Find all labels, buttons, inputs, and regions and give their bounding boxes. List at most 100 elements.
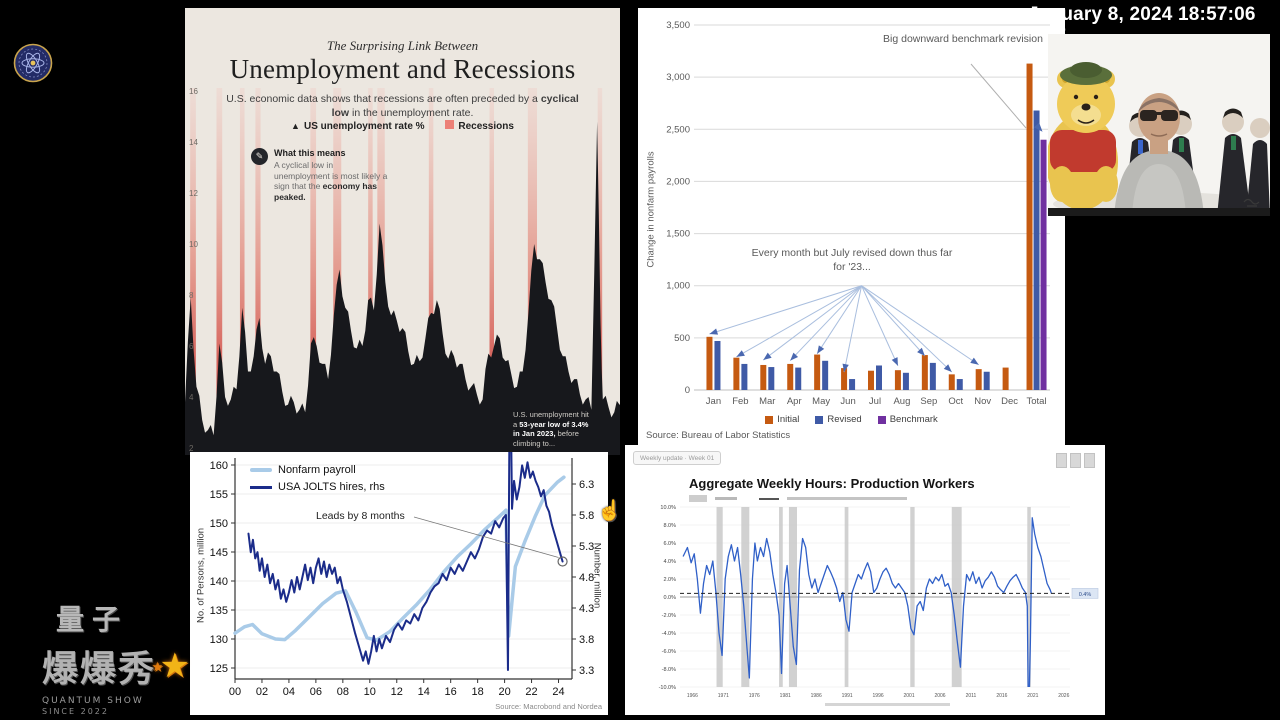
monthly-revision-annotation: Every month but July revised down thus f… [751, 247, 953, 273]
infographic-subtitle: U.S. economic data shows that recessions… [226, 93, 579, 119]
svg-text:10: 10 [364, 686, 376, 698]
svg-text:6.3: 6.3 [579, 479, 594, 491]
unemployment-area-chart: 16 14 12 10 8 6 4 2 [185, 87, 620, 455]
svg-text:2001: 2001 [903, 693, 914, 699]
note-badge-icon: ✎ [251, 148, 268, 165]
svg-text:0.4%: 0.4% [1079, 592, 1092, 598]
svg-text:150: 150 [210, 518, 228, 530]
svg-text:1,500: 1,500 [666, 229, 690, 240]
show-logo: 量子 爆爆秀 ★ ★ QUANTUM SHOW SINCE 2022 [42, 598, 190, 716]
weekly-hours-line-chart: 10.0% 8.0% 6.0% 4.0% 2.0% 0.0% -2.0% -4.0% -6.0%… [659, 505, 1099, 699]
mouse-cursor-icon: ☝ [597, 500, 622, 522]
svg-text:Jul: Jul [869, 396, 881, 407]
svg-text:160: 160 [210, 460, 228, 472]
jolts-left-axis-label: No. of Persons, million [195, 527, 207, 624]
recession-swatch-icon [689, 495, 707, 502]
svg-text:-10.0%: -10.0% [659, 685, 677, 691]
logo-since: SINCE 2022 [42, 707, 109, 716]
hours-chart-title: Aggregate Weekly Hours: Production Worke… [689, 476, 975, 491]
svg-text:00: 00 [229, 686, 241, 698]
weekly-update-button[interactable]: Weekly update · Week 01 [633, 451, 722, 465]
svg-text:145: 145 [210, 547, 228, 559]
legend-entry: Revised [815, 414, 862, 425]
svg-text:14: 14 [418, 686, 430, 698]
svg-text:Aug: Aug [893, 396, 910, 407]
svg-text:500: 500 [674, 333, 690, 344]
svg-text:08: 08 [337, 686, 349, 698]
svg-text:18: 18 [472, 686, 484, 698]
jolts-line-swatch-icon [250, 485, 272, 489]
svg-text:-4.0%: -4.0% [662, 631, 676, 637]
svg-text:8.0%: 8.0% [663, 523, 676, 529]
svg-text:0: 0 [685, 385, 690, 396]
svg-text:2021: 2021 [1027, 693, 1038, 699]
svg-text:135: 135 [210, 605, 228, 617]
svg-text:2,000: 2,000 [666, 176, 690, 187]
svg-text:-8.0%: -8.0% [662, 667, 676, 673]
infographic-legend: ▲ US unemployment rate % Recessions [291, 120, 514, 132]
nonfarm-line-swatch-icon [250, 468, 272, 472]
panel-jolts-chart: 125 130 135 140 145 150 155 160 3.3 3.8 4.3 4.8 5.3 5… [190, 452, 608, 715]
infographic-annotation: U.S. unemployment hit a 53-year low of 3… [513, 410, 589, 448]
infographic-title: Unemployment and Recessions [229, 54, 576, 84]
jolts-source: Source: Macrobond and Nordea [495, 702, 602, 711]
svg-text:1986: 1986 [811, 693, 822, 699]
svg-text:Nov: Nov [974, 396, 991, 407]
svg-text:Jun: Jun [840, 396, 855, 407]
toolbar-icon[interactable] [1070, 453, 1081, 468]
svg-text:14: 14 [189, 138, 198, 147]
svg-text:3.3: 3.3 [579, 665, 594, 677]
svg-text:4: 4 [189, 393, 194, 402]
artist-watermark [1243, 198, 1260, 207]
svg-text:20: 20 [498, 686, 510, 698]
panel-payroll-revisions: Change in nonfarm payrolls 0 500 1,000 1,50… [638, 8, 1065, 445]
jolts-right-axis-label: Number, million [591, 542, 603, 609]
svg-text:140: 140 [210, 576, 228, 588]
svg-text:1971: 1971 [718, 693, 729, 699]
logo-chinese-line1: 量子 [56, 603, 129, 636]
svg-text:130: 130 [210, 634, 228, 646]
hours-chart-legend [689, 495, 907, 502]
svg-text:1976: 1976 [749, 693, 760, 699]
svg-text:02: 02 [256, 686, 268, 698]
svg-text:Sep: Sep [920, 396, 937, 407]
bar-chart-legend: Initial Revised Benchmark [638, 414, 1065, 425]
svg-text:2006: 2006 [934, 693, 945, 699]
legend-text-illegible [787, 497, 907, 500]
legend-entry: Initial [765, 414, 799, 425]
webcam-overlay [1046, 34, 1270, 216]
svg-text:Jan: Jan [706, 396, 721, 407]
panel-hours-chart: 10.0% 8.0% 6.0% 4.0% 2.0% 0.0% -2.0% -4.0% -6.0%… [625, 445, 1105, 715]
svg-text:16: 16 [189, 87, 198, 96]
svg-text:4.8: 4.8 [579, 572, 594, 584]
svg-text:5.3: 5.3 [579, 541, 594, 553]
svg-text:24: 24 [552, 686, 564, 698]
toolbar-icon[interactable] [1084, 453, 1095, 468]
svg-text:1996: 1996 [873, 693, 884, 699]
toolbar-icons[interactable] [1056, 453, 1095, 468]
svg-text:04: 04 [283, 686, 295, 698]
svg-text:10: 10 [189, 240, 198, 249]
svg-text:3.8: 3.8 [579, 634, 594, 646]
pooh-bear-illustration [1046, 62, 1118, 210]
svg-text:155: 155 [210, 489, 228, 501]
svg-text:2026: 2026 [1058, 693, 1069, 699]
svg-text:0.0%: 0.0% [663, 595, 676, 601]
jolts-line-chart: 125 130 135 140 145 150 155 160 3.3 3.8 4.3 4.8 5.3 5… [210, 452, 594, 698]
svg-text:Mar: Mar [759, 396, 775, 407]
svg-text:May: May [812, 396, 830, 407]
panel-unemployment-recessions: 16 14 12 10 8 6 4 2 The Surprising Link Between… [185, 8, 620, 455]
svg-text:2011: 2011 [966, 693, 977, 699]
jolts-legend: Nonfarm payroll USA JOLTS hires, rhs [250, 464, 385, 498]
svg-text:6: 6 [189, 342, 194, 351]
legend-entry: Benchmark [877, 414, 938, 425]
svg-text:2016: 2016 [996, 693, 1007, 699]
toolbar-icon[interactable] [1056, 453, 1067, 468]
host-illustration [1114, 93, 1204, 216]
svg-text:10.0%: 10.0% [660, 505, 676, 511]
logo-chinese-line2: 爆爆秀 [42, 649, 157, 690]
svg-text:1981: 1981 [780, 693, 791, 699]
svg-text:06: 06 [310, 686, 322, 698]
triangle-marker-icon: ▲ [291, 121, 300, 131]
logo-subtitle-en: QUANTUM SHOW [42, 696, 144, 706]
